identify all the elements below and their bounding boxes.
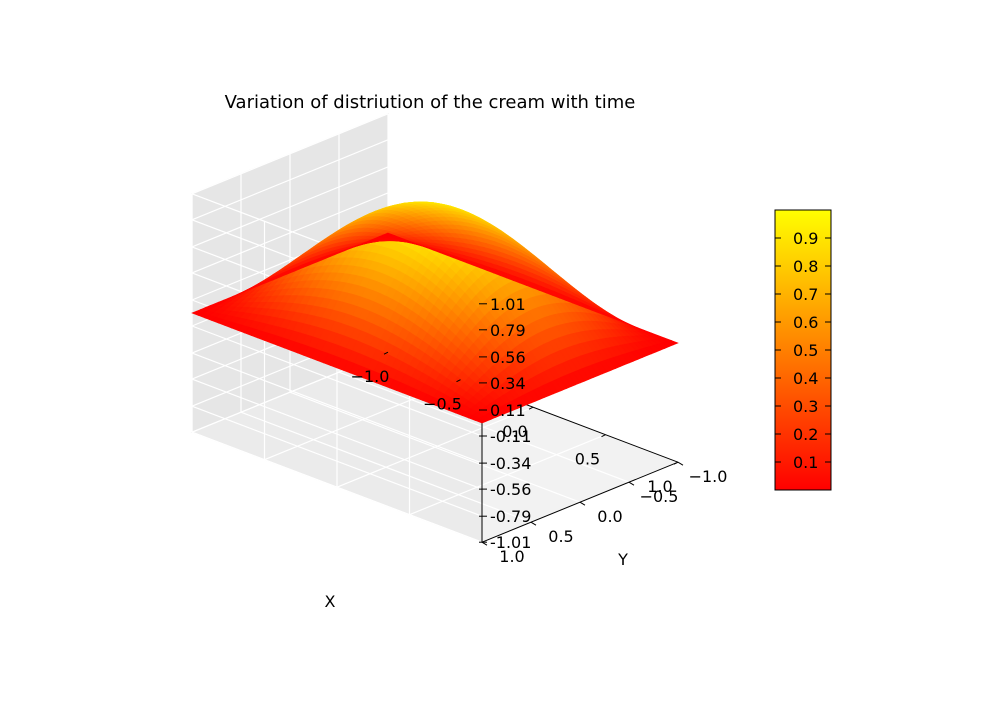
- x-tick-label: 0.5: [575, 450, 600, 469]
- x-tick-label: 1.0: [647, 477, 672, 496]
- y-tick-label: 1.0: [499, 547, 524, 566]
- colorbar-tick-label: 0.1: [793, 453, 818, 472]
- z-tick-label: 0.34: [490, 374, 526, 393]
- z-tick-label: 0.11: [490, 401, 526, 420]
- colorbar-tick-label: 0.4: [793, 369, 818, 388]
- z-tick-label: 1.01: [490, 295, 526, 314]
- gridline: [191, 325, 483, 437]
- z-tick-label: -0.56: [490, 480, 531, 499]
- gridline: [191, 113, 389, 195]
- y-tick: [579, 501, 586, 506]
- gridline: [191, 166, 389, 248]
- z-tick-label: -0.11: [490, 427, 531, 446]
- x-axis-ticks: −1.0 −0.5 0.0 0.5 1.0: [351, 351, 679, 496]
- y-tick-label: −0.5: [640, 487, 679, 506]
- colorbar: 0.1 0.2 0.3 0.4 0.5 0.6 0.7 0.8 0.9: [774, 209, 832, 491]
- y-axis-ticks: −1.0 −0.5 0.0 0.5 1.0: [481, 461, 728, 566]
- y-tick: [530, 521, 537, 526]
- colorbar-tick-label: 0.5: [793, 341, 818, 360]
- x-tick-label: −1.0: [351, 367, 390, 386]
- colorbar-tick-label: 0.7: [793, 285, 818, 304]
- gridline: [240, 411, 532, 523]
- x-axis-label: X: [325, 592, 336, 611]
- x-tick-label: −0.5: [423, 395, 462, 414]
- x-tick-label: 0.0: [502, 422, 527, 441]
- z-tick-label: -0.79: [490, 507, 531, 526]
- colorbar-tick-label: 0.8: [793, 257, 818, 276]
- x-tick: [601, 434, 606, 438]
- colorbar-ticks: 0.1 0.2 0.3 0.4 0.5 0.6 0.7 0.8 0.9: [775, 229, 831, 472]
- x-tick: [673, 461, 679, 465]
- colorbar-tick-label: 0.9: [793, 229, 818, 248]
- gridline: [191, 405, 483, 517]
- colorbar-tick-label: 0.6: [793, 313, 818, 332]
- x-tick: [383, 351, 389, 355]
- gridline: [289, 391, 581, 503]
- y-tick: [628, 481, 635, 486]
- gridline: [191, 352, 483, 464]
- y-tick-label: −1.0: [689, 467, 728, 486]
- surface-plot: [191, 201, 679, 424]
- gridline: [191, 431, 483, 543]
- y-tick: [677, 461, 684, 466]
- y-tick-label: 0.0: [597, 507, 622, 526]
- gridline: [191, 378, 483, 490]
- x-tick: [456, 379, 461, 383]
- z-tick-label: -1.01: [490, 533, 531, 552]
- z-tick-label: 0.56: [490, 348, 526, 367]
- surface-facet: [666, 340, 679, 346]
- chart-title: Variation of distriution of the cream wi…: [225, 92, 636, 113]
- z-axis-ticks: -1.01 -0.79 -0.56 -0.34 -0.11 0.11 0.34 0.56 0.7…: [479, 295, 531, 552]
- surface-facet: [382, 232, 396, 238]
- y-axis-label: Y: [617, 550, 628, 569]
- z-tick-label: -0.34: [490, 454, 531, 473]
- colorbar-tick-label: 0.2: [793, 425, 818, 444]
- x-tick: [528, 406, 534, 410]
- axes-3d: −1.0 −0.5 0.0 0.5 1.0 −1.0 −0.5 0.0 0.5 1.0 -1.0…: [190, 92, 728, 611]
- z-tick-label: 0.79: [490, 321, 526, 340]
- y-tick-label: 0.5: [548, 527, 573, 546]
- colorbar-tick-label: 0.3: [793, 397, 818, 416]
